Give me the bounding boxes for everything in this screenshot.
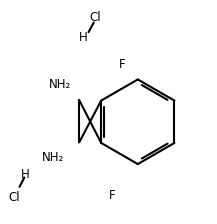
Text: Cl: Cl	[8, 191, 20, 204]
Text: NH₂: NH₂	[42, 151, 64, 164]
Text: F: F	[119, 58, 126, 71]
Text: H: H	[79, 31, 88, 44]
Text: Cl: Cl	[90, 11, 101, 24]
Text: NH₂: NH₂	[49, 78, 71, 91]
Text: H: H	[21, 168, 29, 181]
Text: F: F	[108, 189, 115, 202]
